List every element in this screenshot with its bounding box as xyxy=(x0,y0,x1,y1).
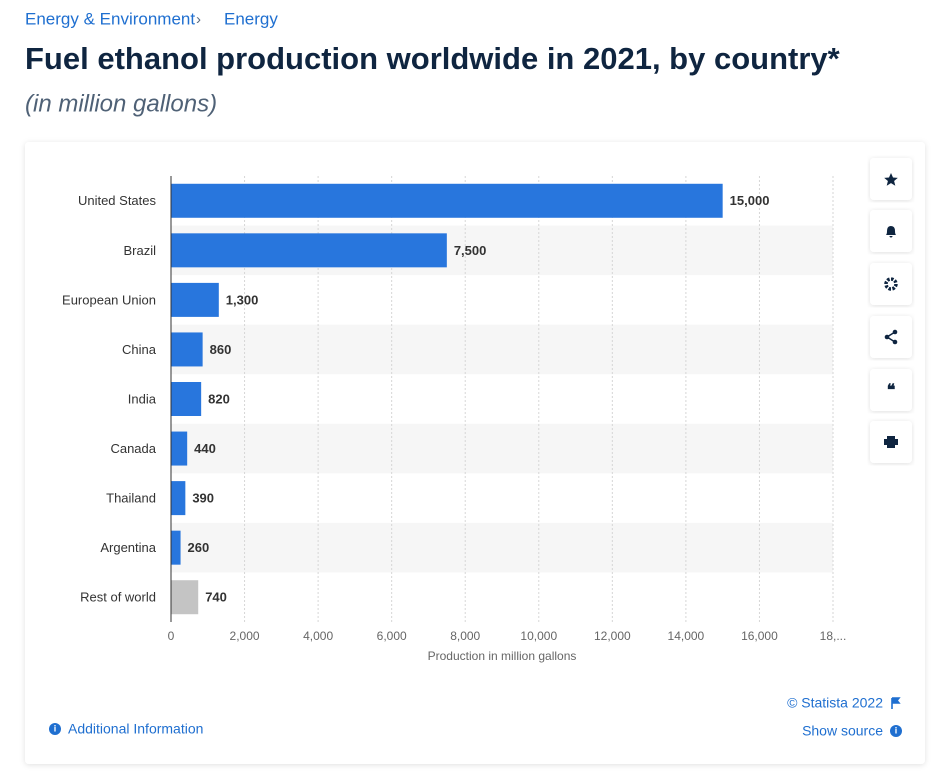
star-icon xyxy=(884,173,898,186)
plot: 0 2,000 4,000 6,000 8,000 10,000 12,000 14,000 1… xyxy=(62,176,846,663)
x-tick-label: 14,000 xyxy=(668,629,705,643)
bar xyxy=(171,481,186,516)
y-tick-label: Rest of world xyxy=(80,590,156,605)
value-label: 740 xyxy=(205,590,227,605)
value-label: 260 xyxy=(188,540,210,555)
chart-subtitle: (in million gallons) xyxy=(25,90,217,117)
x-tick-label: 6,000 xyxy=(377,629,407,643)
value-label: 1,300 xyxy=(226,292,259,307)
breadcrumb-link[interactable]: Energy xyxy=(224,9,278,28)
flag-icon xyxy=(891,697,901,709)
row-stripe xyxy=(171,423,833,474)
x-tick-label: 4,000 xyxy=(303,629,333,643)
bar xyxy=(171,282,219,317)
info-glyph: i xyxy=(895,725,898,735)
row-stripe xyxy=(171,522,833,573)
y-tick-label: United States xyxy=(78,193,157,208)
bar xyxy=(171,580,199,615)
x-tick-label: 10,000 xyxy=(520,629,557,643)
value-label: 820 xyxy=(208,391,230,406)
breadcrumb-separator: › xyxy=(196,11,201,28)
info-icon xyxy=(890,725,902,737)
bar xyxy=(171,183,723,218)
share-icon xyxy=(884,329,898,345)
bar xyxy=(171,332,203,367)
show-source[interactable]: Show source xyxy=(802,723,883,739)
value-label: 7,500 xyxy=(454,243,487,258)
x-tick-label: 18,... xyxy=(820,629,847,643)
y-tick-label: India xyxy=(128,391,157,406)
value-label: 15,000 xyxy=(730,193,770,208)
bar xyxy=(171,382,202,416)
value-label: 860 xyxy=(210,342,232,357)
share-button[interactable] xyxy=(870,316,912,358)
y-tick-label: Canada xyxy=(110,441,156,456)
info-glyph: i xyxy=(54,723,57,733)
bar xyxy=(171,233,447,268)
breadcrumb-link[interactable]: Energy & Environment xyxy=(25,9,195,28)
y-tick-label: Brazil xyxy=(123,243,156,258)
x-tick-label: 0 xyxy=(168,629,175,643)
x-tick-label: 16,000 xyxy=(741,629,778,643)
x-tick-label: 12,000 xyxy=(594,629,631,643)
info-icon xyxy=(49,723,61,735)
x-tick-label: 2,000 xyxy=(230,629,260,643)
y-tick-label: Thailand xyxy=(106,491,156,506)
y-tick-label: Argentina xyxy=(100,540,156,555)
additional-information[interactable]: Additional Information xyxy=(68,721,203,737)
quote-icon: ❝ xyxy=(887,382,896,399)
bar xyxy=(171,530,181,565)
chart-title: Fuel ethanol production worldwide in 202… xyxy=(25,41,841,76)
x-tick-label: 8,000 xyxy=(450,629,480,643)
settings-button[interactable] xyxy=(870,263,912,305)
y-tick-label: European Union xyxy=(62,292,156,307)
value-label: 440 xyxy=(194,441,216,456)
y-tick-label: China xyxy=(122,342,157,357)
x-axis-title: Production in million gallons xyxy=(428,649,577,663)
bell-icon xyxy=(886,226,896,238)
cite-button[interactable] xyxy=(870,369,912,411)
value-label: 390 xyxy=(192,491,214,506)
bar xyxy=(171,431,188,466)
toolbar: ❝ xyxy=(870,158,912,463)
print-icon xyxy=(884,436,898,448)
gear-icon xyxy=(884,277,898,291)
row-stripe xyxy=(171,324,833,375)
copyright[interactable]: © Statista 2022 xyxy=(787,695,883,711)
